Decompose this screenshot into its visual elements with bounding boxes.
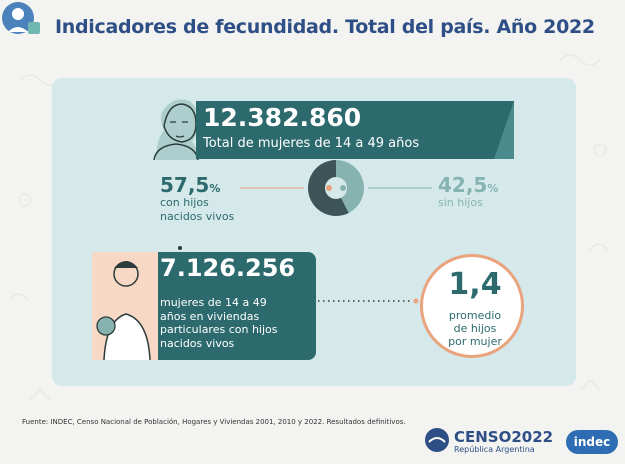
mother-with-child-icon [92, 252, 158, 360]
average-children-circle: 1,4 promedio de hijos por mujer [420, 254, 524, 358]
page-title: Indicadores de fecundidad. Total del paí… [55, 16, 595, 38]
total-women-label: Total de mujeres de 14 a 49 años [203, 136, 420, 151]
census-mascot-icon [2, 2, 40, 34]
women-with-children-value: 7.126.256 [160, 254, 296, 282]
average-children-value: 1,4 [448, 267, 502, 302]
donut-slice-with-children [308, 160, 349, 216]
censo-emblem-icon [425, 428, 449, 452]
censo-logo-sub: República Argentina [454, 445, 535, 454]
with-children-label: con hijos nacidos vivos [160, 196, 235, 223]
right-marker-dot [340, 185, 346, 191]
indec-logo: indec [566, 430, 618, 454]
without-children-label: sin hijos [438, 196, 483, 209]
dotted-connector [318, 298, 419, 304]
total-women-value: 12.382.860 [203, 103, 362, 132]
without-children-percent: 42,5% [438, 173, 499, 197]
banner-fold-shape [494, 101, 514, 159]
left-marker-dot [326, 185, 332, 191]
connector-dot [178, 246, 182, 250]
censo-logo-name: CENSO2022 [454, 428, 554, 446]
total-women-banner [196, 101, 514, 159]
average-children-label: promedio de hijos por mujer [448, 309, 502, 348]
children-donut-chart [240, 160, 432, 216]
women-with-children-label: mujeres de 14 a 49 años en viviendas par… [160, 296, 278, 350]
with-children-percent: 57,5% [160, 173, 221, 197]
donut-slice-without-children [336, 160, 364, 213]
source-note: Fuente: INDEC, Censo Nacional de Poblaci… [22, 418, 406, 426]
